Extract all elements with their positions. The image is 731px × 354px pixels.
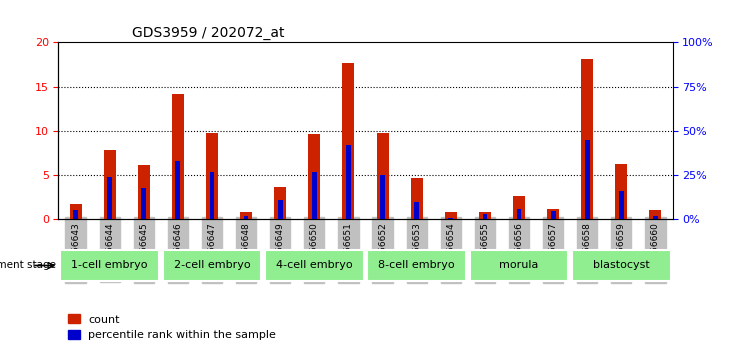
Bar	[69, 204, 82, 219]
Bar	[342, 63, 355, 219]
Bar	[585, 140, 590, 219]
Bar	[376, 133, 388, 219]
Bar	[308, 133, 320, 219]
Bar	[517, 209, 521, 219]
Bar	[653, 216, 658, 219]
Text: 1-cell embryo: 1-cell embryo	[72, 261, 148, 270]
Bar	[547, 209, 559, 219]
Bar	[210, 172, 214, 219]
Text: blastocyst: blastocyst	[593, 261, 650, 270]
Bar	[649, 210, 662, 219]
Text: 8-cell embryo: 8-cell embryo	[379, 261, 455, 270]
Bar	[479, 212, 491, 219]
FancyBboxPatch shape	[572, 250, 671, 281]
Bar	[73, 210, 78, 219]
Bar	[107, 177, 112, 219]
Text: GDS3959 / 202072_at: GDS3959 / 202072_at	[132, 26, 284, 40]
Bar	[581, 59, 593, 219]
Text: 2-cell embryo: 2-cell embryo	[174, 261, 250, 270]
Bar	[312, 172, 317, 219]
FancyBboxPatch shape	[162, 250, 262, 281]
Bar	[278, 200, 283, 219]
Text: development stage: development stage	[0, 261, 56, 270]
FancyBboxPatch shape	[60, 250, 159, 281]
FancyBboxPatch shape	[265, 250, 364, 281]
Bar	[380, 175, 385, 219]
Legend: count, percentile rank within the sample: count, percentile rank within the sample	[64, 310, 281, 345]
Text: 4-cell embryo: 4-cell embryo	[276, 261, 352, 270]
Bar	[346, 145, 351, 219]
Bar	[104, 149, 115, 219]
Bar	[274, 187, 286, 219]
Bar	[414, 202, 419, 219]
Bar	[137, 166, 150, 219]
Bar	[411, 178, 423, 219]
Bar	[206, 133, 218, 219]
Bar	[240, 212, 252, 219]
FancyBboxPatch shape	[367, 250, 466, 281]
Text: morula: morula	[499, 261, 539, 270]
Bar	[448, 218, 453, 219]
FancyBboxPatch shape	[469, 250, 569, 281]
Bar	[550, 211, 556, 219]
Bar	[175, 161, 181, 219]
Bar	[444, 212, 457, 219]
Bar	[616, 164, 627, 219]
Bar	[619, 191, 624, 219]
Bar	[482, 214, 488, 219]
Bar	[243, 216, 249, 219]
Bar	[172, 94, 184, 219]
Bar	[141, 188, 146, 219]
Bar	[513, 195, 525, 219]
